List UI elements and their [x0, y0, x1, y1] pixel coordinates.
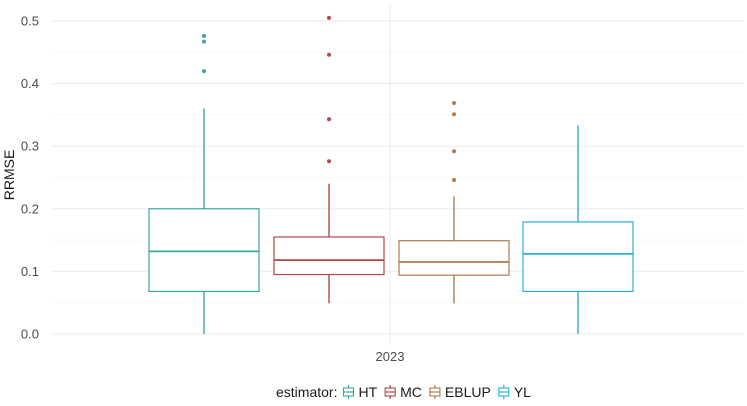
y-tick-label: 0.5: [21, 14, 39, 29]
outlier-point: [202, 39, 206, 44]
box-mc: [273, 15, 385, 304]
outlier-point: [327, 159, 331, 164]
outlier-point: [327, 52, 331, 57]
box-eblup: [398, 101, 510, 304]
legend: estimator: HT MC EBLUP YL: [276, 384, 531, 400]
legend-item-ht: HT: [342, 384, 378, 400]
box-iqr: [273, 236, 385, 276]
grid-lines: [52, 4, 744, 345]
legend-label: EBLUP: [445, 384, 491, 400]
legend-item-yl: YL: [498, 384, 531, 400]
outlier-point: [202, 34, 206, 39]
legend-label: YL: [514, 384, 531, 400]
legend-item-eblup: EBLUP: [429, 384, 491, 400]
y-axis-label: RRMSE: [1, 150, 17, 201]
boxes: [148, 15, 634, 334]
outlier-point: [452, 112, 456, 117]
box-ht: [148, 34, 260, 334]
y-tick-label: 0.1: [21, 264, 39, 279]
y-tick-label: 0.0: [21, 327, 39, 342]
legend-label: HT: [358, 384, 377, 400]
y-tick-label: 0.4: [21, 76, 39, 91]
legend-title: estimator:: [276, 384, 337, 400]
legend-item-mc: MC: [384, 384, 422, 400]
box-yl: [522, 125, 634, 334]
box-iqr: [522, 221, 634, 293]
outlier-point: [202, 69, 206, 74]
outlier-point: [327, 15, 331, 20]
y-tick-label: 0.2: [21, 201, 39, 216]
y-tick-label: 0.3: [21, 139, 39, 154]
box-iqr: [398, 240, 510, 276]
x-tick-label: 2023: [376, 349, 405, 364]
y-axis: 0.0 0.1 0.2 0.3 0.4 0.5: [21, 14, 39, 342]
legend-label: MC: [400, 384, 422, 400]
outlier-point: [452, 101, 456, 106]
outlier-point: [452, 149, 456, 154]
outlier-point: [327, 117, 331, 122]
outlier-point: [452, 178, 456, 183]
box-iqr: [148, 208, 260, 293]
